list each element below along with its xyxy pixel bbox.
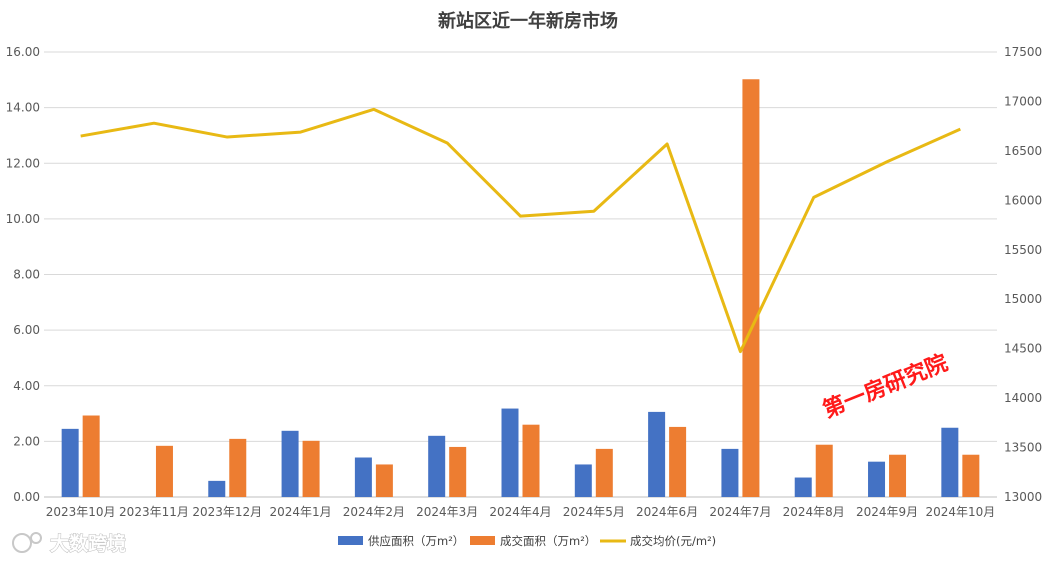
right-tick-label: 15500	[1004, 243, 1042, 257]
left-tick-label: 6.00	[13, 323, 40, 337]
x-tick-label: 2024年1月	[269, 505, 331, 519]
chart-title: 新站区近一年新房市场	[438, 10, 618, 32]
bar-supply	[428, 435, 446, 497]
x-tick-label: 2024年8月	[783, 505, 845, 519]
x-tick-label: 2024年7月	[709, 505, 771, 519]
left-tick-label: 0.00	[13, 490, 40, 504]
right-tick-label: 13000	[1004, 490, 1042, 504]
bar-deal	[82, 415, 100, 497]
bar-deal	[815, 444, 833, 497]
logo-icon-dot	[30, 532, 42, 544]
bar-deal	[962, 454, 980, 497]
legend-swatch	[470, 536, 495, 545]
right-tick-label: 17000	[1004, 94, 1042, 108]
left-tick-label: 4.00	[13, 379, 40, 393]
right-tick-label: 13500	[1004, 441, 1042, 455]
gridlines	[44, 51, 997, 498]
bar-supply	[281, 430, 299, 497]
bar-supply	[868, 461, 886, 497]
bar-deal	[742, 79, 760, 497]
x-tick-label: 2023年12月	[192, 505, 262, 519]
bar-deal	[229, 438, 247, 497]
bar-supply	[501, 408, 519, 497]
bar-supply	[721, 448, 739, 497]
bar-supply	[648, 411, 666, 497]
left-tick-label: 8.00	[13, 268, 40, 282]
x-tick-label: 2024年4月	[489, 505, 551, 519]
bar-supply	[208, 480, 226, 497]
logo-icon	[12, 533, 32, 553]
bar-deal	[449, 446, 467, 497]
x-tick-label: 2024年9月	[856, 505, 918, 519]
right-tick-label: 14000	[1004, 391, 1042, 405]
left-axis-ticks: 0.00 2.00 4.00 6.00 8.00 10.00 12.00 14.00 16.00	[6, 45, 40, 504]
left-tick-label: 16.00	[6, 45, 40, 59]
logo-watermark: 大数跨境	[12, 532, 127, 556]
bar-supply	[941, 427, 959, 497]
x-tick-label: 2023年10月	[46, 505, 116, 519]
bar-deal	[522, 424, 540, 497]
legend: 供应面积（万m²） 成交面积（万m²） 成交均价(元/m²)	[338, 534, 716, 548]
bar-supply	[574, 464, 592, 497]
bar-deal	[155, 445, 173, 497]
left-tick-label: 10.00	[6, 212, 40, 226]
bar-supply	[794, 477, 812, 497]
logo-text: 大数跨境	[50, 532, 126, 555]
right-axis-ticks: 13000 13500 14000 14500 15000 15500 16000 16500…	[1004, 45, 1042, 504]
x-tick-label: 2024年5月	[563, 505, 625, 519]
legend-swatch	[338, 536, 363, 545]
bar-deal	[595, 448, 613, 497]
watermark-stamp: 第一房研究院	[819, 350, 951, 424]
x-tick-label: 2024年6月	[636, 505, 698, 519]
left-tick-label: 2.00	[13, 434, 40, 448]
bar-deal	[669, 426, 687, 497]
bar-deal	[889, 454, 907, 497]
left-tick-label: 12.00	[6, 156, 40, 170]
right-tick-label: 14500	[1004, 342, 1042, 356]
bar-supply	[61, 428, 79, 497]
right-tick-label: 15000	[1004, 292, 1042, 306]
right-tick-label: 16000	[1004, 193, 1042, 207]
bar-deal	[375, 464, 393, 497]
legend-label: 供应面积（万m²）	[368, 534, 464, 548]
price-line-group	[80, 107, 961, 354]
bars-group	[61, 79, 980, 497]
price-line	[80, 107, 961, 354]
right-tick-label: 17500	[1004, 45, 1042, 59]
bar-supply	[354, 457, 372, 497]
legend-label: 成交均价(元/m²)	[630, 534, 716, 548]
x-tick-label: 2024年3月	[416, 505, 478, 519]
x-tick-label: 2024年10月	[925, 505, 995, 519]
bar-deal	[302, 440, 320, 497]
right-tick-label: 16500	[1004, 144, 1042, 158]
left-tick-label: 14.00	[6, 101, 40, 115]
x-axis-ticks: 2023年10月 2023年11月 2023年12月 2024年1月 2024年2月 20…	[46, 505, 996, 519]
x-tick-label: 2023年11月	[119, 505, 189, 519]
legend-label: 成交面积（万m²）	[500, 534, 596, 548]
x-tick-label: 2024年2月	[343, 505, 405, 519]
